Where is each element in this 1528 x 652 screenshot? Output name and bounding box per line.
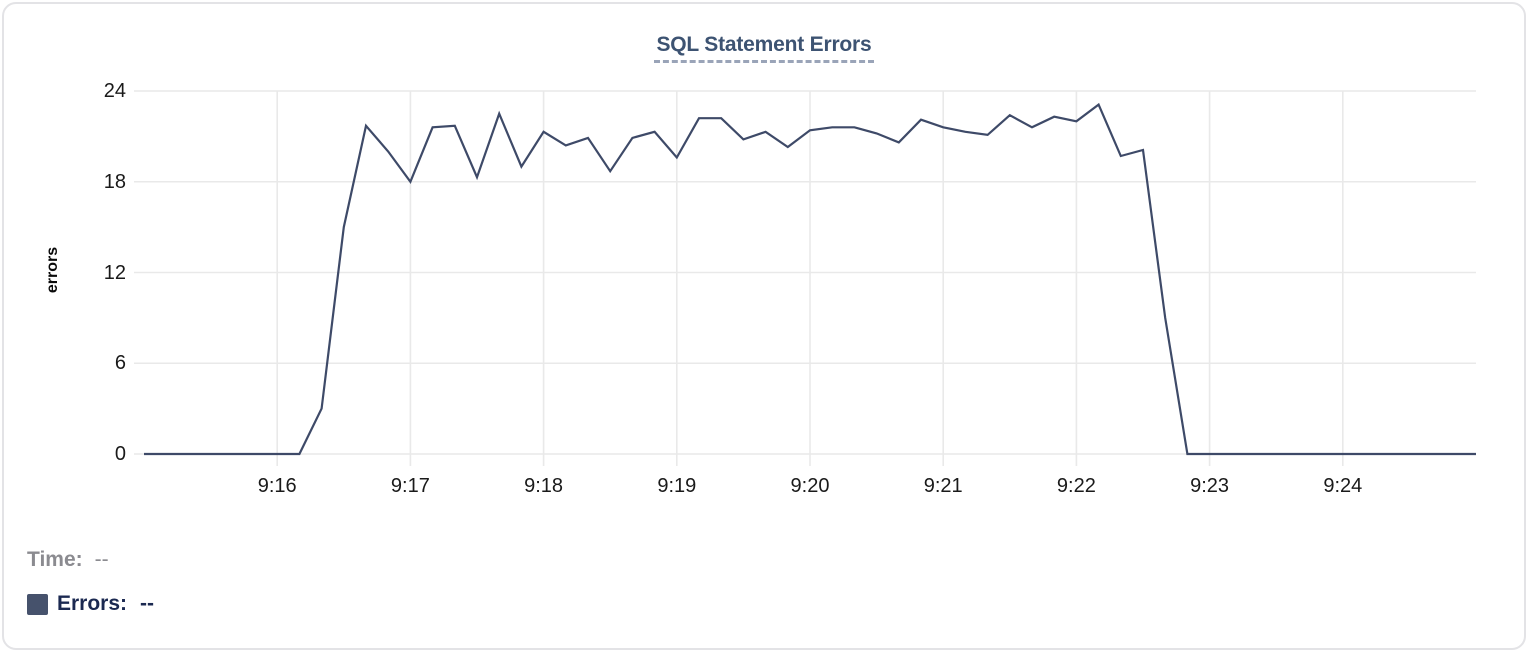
y-tick-label: 12 [103,261,126,284]
y-tick-label: 18 [103,170,126,193]
x-tick-label: 9:22 [1056,475,1096,497]
errors-series-line [144,102,1476,456]
tooltip-time-label: Time: [27,548,83,571]
x-tick-label: 9:24 [1323,475,1363,497]
tooltip-time-value: -- [94,548,109,571]
x-tick-label: 9:19 [657,475,697,497]
legend-errors-label: Errors: [57,592,128,615]
errors-series-swatch [27,593,48,615]
legend-errors-value: -- [140,592,155,615]
x-tick-label: 9:23 [1190,475,1230,497]
x-tick-label: 9:18 [524,475,564,497]
legend-errors-row[interactable]: Errors: -- [27,592,154,616]
x-tick-label: 9:17 [390,475,430,497]
x-tick-label: 9:20 [790,475,830,497]
x-tick-label: 9:21 [923,475,963,497]
tooltip-time-row: Time: -- [27,548,109,572]
chart-title[interactable]: SQL Statement Errors [654,33,874,63]
y-tick-label: 0 [114,443,126,465]
chart-gridlines [134,90,1476,466]
chart-header: SQL Statement Errors [4,33,1524,63]
x-tick-label: 9:16 [257,475,297,497]
y-tick-label: 24 [103,80,126,102]
y-tick-label: 6 [114,352,126,375]
line-chart-plot-area[interactable] [4,4,1526,650]
